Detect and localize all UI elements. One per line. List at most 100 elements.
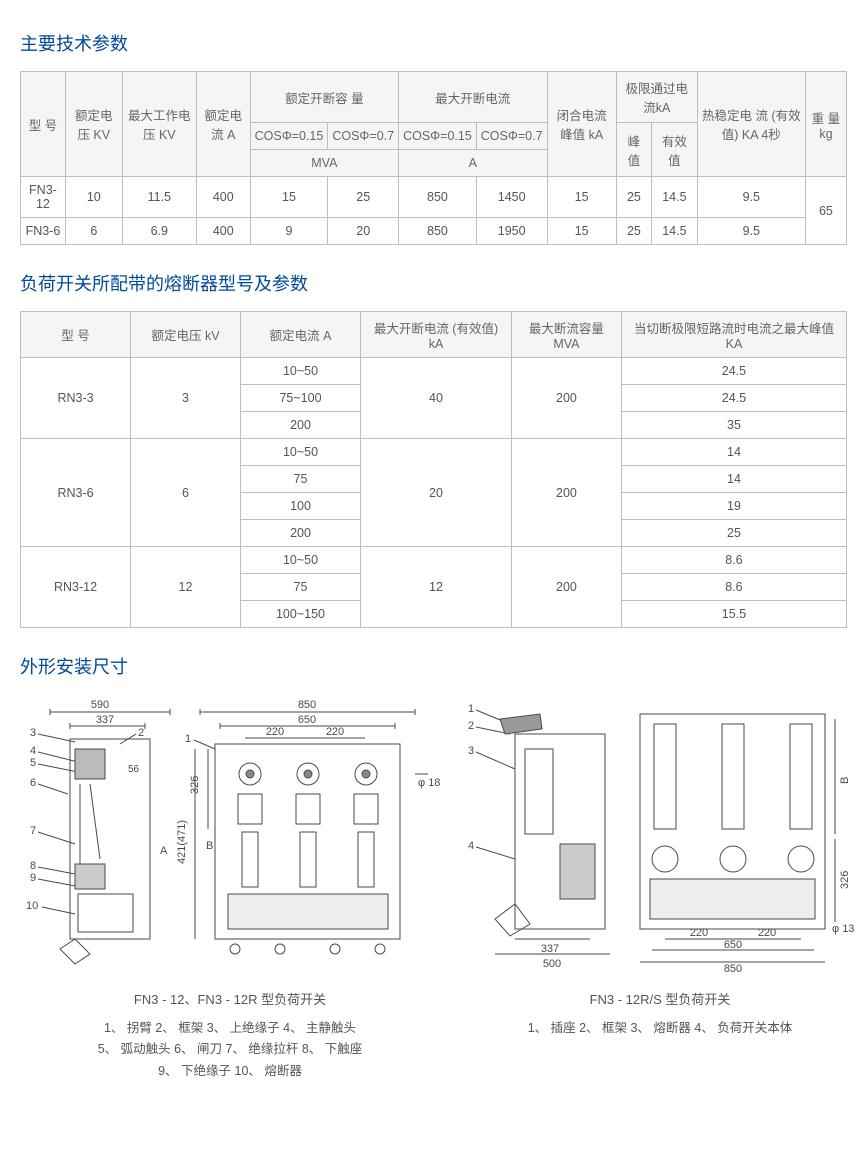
dim-56: 56 (128, 764, 140, 775)
table-row: RN3-12 12 10~50 12 200 8.6 (21, 547, 847, 574)
cell: FN3-12 (21, 177, 66, 218)
cell: 75~100 (241, 385, 361, 412)
left-caption: FN3 - 12、FN3 - 12R 型负荷开关 (20, 989, 440, 1008)
t2-h-pk: 当切断极限短路流时电流之最大峰值KA (621, 312, 846, 358)
t1-h-mva: MVA (250, 150, 398, 177)
cell: 850 (399, 177, 477, 218)
cell: 20 (328, 218, 399, 245)
cell: 19 (621, 493, 846, 520)
cell: 10~50 (241, 439, 361, 466)
table-row: RN3-6 6 10~50 20 200 14 (21, 439, 847, 466)
cell: 9.5 (697, 218, 805, 245)
cell: RN3-3 (21, 358, 131, 439)
dim-337: 337 (541, 943, 559, 955)
cell: 1950 (476, 218, 547, 245)
t1-h-th: 热稳定电 流 (有效值) KA 4秒 (697, 72, 805, 177)
cell: 400 (196, 177, 250, 218)
cell: 9.5 (697, 177, 805, 218)
section2-title: 负荷开关所配带的熔断器型号及参数 (20, 270, 847, 296)
left-legend: 1、 拐臂 2、 框架 3、 上绝缘子 4、 主静触头 5、 弧动触头 6、 闸… (20, 1018, 440, 1082)
cell: 6 (131, 439, 241, 547)
callout-6: 6 (30, 777, 36, 789)
drawings-row: 590 337 3 2 4 5 6 7 8 9 10 (20, 694, 847, 1082)
left-diagram-icon: 590 337 3 2 4 5 6 7 8 9 10 (20, 694, 440, 974)
cell: 3 (131, 358, 241, 439)
cell: 11.5 (122, 177, 196, 218)
cell: 24.5 (621, 358, 846, 385)
cell: 8.6 (621, 574, 846, 601)
cell: 35 (621, 412, 846, 439)
section3-title: 外形安装尺寸 (20, 653, 847, 679)
cell: 850 (399, 218, 477, 245)
t1-h-c07b: COSΦ=0.7 (476, 123, 547, 150)
callout-3: 3 (30, 727, 36, 739)
dim-850: 850 (724, 963, 742, 974)
dim-B: B (839, 777, 851, 784)
cell: 15 (250, 177, 328, 218)
cell: 6 (65, 218, 122, 245)
t1-h-c07a: COSΦ=0.7 (328, 123, 399, 150)
cell: 100 (241, 493, 361, 520)
dim-650: 650 (724, 939, 742, 951)
dim-421: 421(471) (176, 820, 188, 864)
cell: 14.5 (652, 218, 698, 245)
cell: 40 (361, 358, 512, 439)
callout-10: 10 (26, 900, 38, 912)
cell: 200 (241, 520, 361, 547)
cell: 400 (196, 218, 250, 245)
right-drawing: 1 2 3 4 337 500 B 326 220 (460, 694, 860, 1082)
right-caption: FN3 - 12R/S 型负荷开关 (460, 989, 860, 1008)
cell: 10 (65, 177, 122, 218)
t1-h-wt: 重 量 kg (805, 72, 846, 177)
callout-8: 8 (30, 860, 36, 872)
cell: 200 (511, 547, 621, 628)
legend-line: 1、 拐臂 2、 框架 3、 上绝缘子 4、 主静触头 (20, 1018, 440, 1039)
callout-4: 4 (468, 840, 474, 852)
t1-h-pk: 峰 值 (616, 123, 651, 177)
dim-220a: 220 (690, 927, 708, 939)
dim-label: 220 (266, 726, 284, 738)
cell: 14 (621, 466, 846, 493)
callout-9: 9 (30, 872, 36, 884)
callout-2: 2 (138, 727, 144, 739)
right-legend: 1、 插座 2、 框架 3、 熔断器 4、 负荷开关本体 (460, 1018, 860, 1039)
t1-h-a: A (399, 150, 547, 177)
cell: FN3-6 (21, 218, 66, 245)
cell: 9 (250, 218, 328, 245)
cell: 100~150 (241, 601, 361, 628)
t2-h-rv: 额定电压 kV (131, 312, 241, 358)
t2-h-model: 型 号 (21, 312, 131, 358)
cell: 15.5 (621, 601, 846, 628)
dim-label: 590 (91, 699, 109, 711)
cell: 25 (616, 218, 651, 245)
cell: 20 (361, 439, 512, 547)
left-drawing: 590 337 3 2 4 5 6 7 8 9 10 (20, 694, 440, 1082)
callout-1: 1 (468, 703, 474, 715)
cell: 25 (616, 177, 651, 218)
cell: 25 (328, 177, 399, 218)
callout-3: 3 (468, 745, 474, 757)
cell: 200 (241, 412, 361, 439)
cell: 8.6 (621, 547, 846, 574)
t2-h-mb: 最大开断电流 (有效值) kA (361, 312, 512, 358)
t1-h-mv: 最大工作电压 KV (122, 72, 196, 177)
t1-h-bc: 额定开断容 量 (250, 72, 398, 123)
cell: 65 (805, 177, 846, 245)
callout-7: 7 (30, 825, 36, 837)
t1-h-rv: 额定电压 KV (65, 72, 122, 177)
dim-d18: φ 18 (418, 777, 440, 789)
dim-326: 326 (839, 871, 851, 889)
dim-label: 650 (298, 714, 316, 726)
dim-label: 337 (96, 714, 114, 726)
dim-d13: φ 13 (832, 923, 854, 935)
cell: 14.5 (652, 177, 698, 218)
legend-line: 5、 弧动触头 6、 闸刀 7、 绝缘拉杆 8、 下触座 (20, 1039, 440, 1060)
cell: RN3-6 (21, 439, 131, 547)
callout-4: 4 (30, 745, 36, 757)
right-diagram-icon: 1 2 3 4 337 500 B 326 220 (460, 694, 860, 974)
t1-h-mb: 最大开断电流 (399, 72, 547, 123)
cell: 200 (511, 439, 621, 547)
dim-B: B (206, 840, 213, 852)
t2-h-mc: 最大断流容量MVA (511, 312, 621, 358)
legend-line: 1、 插座 2、 框架 3、 熔断器 4、 负荷开关本体 (460, 1018, 860, 1039)
